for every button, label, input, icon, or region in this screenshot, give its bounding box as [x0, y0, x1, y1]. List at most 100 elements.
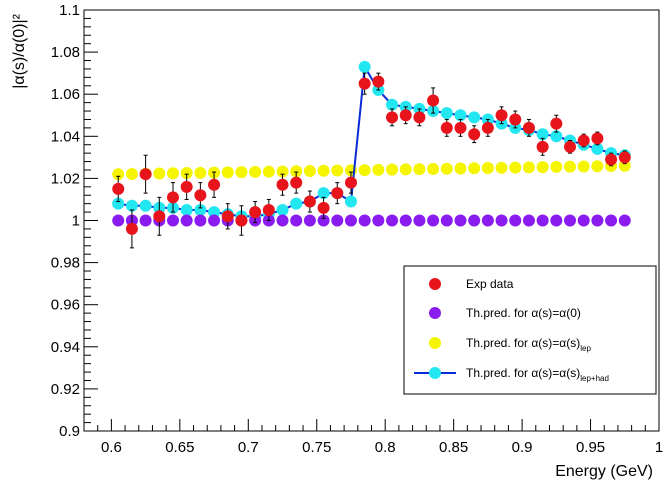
x-tick-label: 0.7 — [238, 439, 259, 456]
data-point — [468, 214, 481, 227]
data-point — [262, 165, 275, 178]
data-point — [208, 206, 221, 219]
data-point — [495, 214, 508, 227]
data-point — [454, 214, 467, 227]
data-point — [468, 162, 481, 175]
legend-label-subscript: lep+had — [580, 374, 609, 383]
data-point — [413, 214, 426, 227]
data-point — [208, 214, 221, 227]
data-point — [317, 214, 330, 227]
data-point — [290, 176, 303, 189]
data-point — [468, 128, 481, 141]
data-point — [235, 214, 248, 227]
data-point — [427, 214, 440, 227]
data-point — [591, 160, 604, 173]
legend: Exp data Th.pred. for α(s)=α(0) Th.pred. f… — [403, 265, 657, 395]
data-point — [125, 199, 138, 212]
data-point — [440, 162, 453, 175]
data-point — [536, 214, 549, 227]
y-tick-label: 1.1 — [59, 2, 80, 19]
data-point — [509, 214, 522, 227]
data-point — [427, 162, 440, 175]
data-point — [180, 167, 193, 180]
data-point — [331, 214, 344, 227]
legend-label: Th.pred. for α(s)=α(s)lep+had — [466, 366, 609, 383]
data-point — [180, 214, 193, 227]
data-point — [112, 168, 125, 181]
data-point — [235, 166, 248, 179]
data-point — [591, 132, 604, 145]
data-point — [481, 214, 494, 227]
data-point — [344, 195, 357, 208]
x-tick-label: 0.95 — [576, 439, 605, 456]
data-point — [208, 178, 221, 191]
data-point — [303, 195, 316, 208]
data-point — [454, 121, 467, 134]
data-point — [522, 161, 535, 174]
data-point — [495, 109, 508, 122]
data-point — [440, 214, 453, 227]
y-tick-label: 1 — [72, 213, 80, 230]
data-point — [112, 182, 125, 195]
series-0 — [112, 72, 631, 249]
data-point — [577, 214, 590, 227]
y-tick-label: 1.06 — [51, 86, 80, 103]
data-point — [125, 222, 138, 235]
data-point — [139, 199, 152, 212]
legend-marker — [429, 337, 441, 349]
y-tick-label: 1.04 — [51, 128, 80, 145]
data-point — [249, 165, 262, 178]
data-point — [194, 189, 207, 202]
data-point — [139, 214, 152, 227]
data-point — [605, 214, 618, 227]
legend-label: Exp data — [466, 277, 514, 291]
data-point — [550, 117, 563, 130]
legend-label: Th.pred. for α(s)=α(s)lep — [466, 336, 591, 353]
data-point — [276, 178, 289, 191]
data-point — [577, 160, 590, 173]
legend-marker — [429, 278, 441, 290]
x-tick-label: 0.9 — [512, 439, 533, 456]
data-point — [386, 214, 399, 227]
data-point — [290, 197, 303, 210]
data-point — [481, 121, 494, 134]
y-tick-label: 0.98 — [51, 255, 80, 272]
data-point — [427, 94, 440, 107]
legend-label-subscript: lep — [580, 344, 591, 353]
y-tick-label: 0.92 — [51, 381, 80, 398]
data-point — [522, 121, 535, 134]
data-point — [386, 111, 399, 124]
data-point — [317, 187, 330, 200]
legend-label-text: Exp data — [466, 277, 514, 291]
data-point — [331, 187, 344, 200]
legend-marker — [429, 367, 441, 379]
data-point — [249, 206, 262, 219]
legend-label-text: Th.pred. for α(s)=α(0) — [466, 306, 581, 320]
y-axis-title: |α(s)/α(0)|² — [11, 13, 28, 88]
data-point — [303, 214, 316, 227]
data-point — [372, 163, 385, 176]
data-point — [166, 214, 179, 227]
data-point — [139, 168, 152, 181]
data-point — [618, 159, 631, 172]
x-tick-label: 0.65 — [165, 439, 194, 456]
data-point — [386, 163, 399, 176]
data-point — [550, 130, 563, 143]
data-point — [153, 210, 166, 223]
data-point — [536, 140, 549, 153]
series-layer — [112, 60, 631, 249]
data-point — [399, 163, 412, 176]
data-point — [166, 191, 179, 204]
x-tick-label: 0.6 — [101, 439, 122, 456]
data-point — [591, 142, 604, 155]
data-point — [413, 163, 426, 176]
data-point — [194, 166, 207, 179]
data-point — [358, 77, 371, 90]
data-point — [372, 214, 385, 227]
legend-label: Th.pred. for α(s)=α(0) — [466, 306, 581, 320]
data-point — [399, 214, 412, 227]
data-point — [344, 214, 357, 227]
data-point — [221, 166, 234, 179]
data-point — [344, 176, 357, 189]
